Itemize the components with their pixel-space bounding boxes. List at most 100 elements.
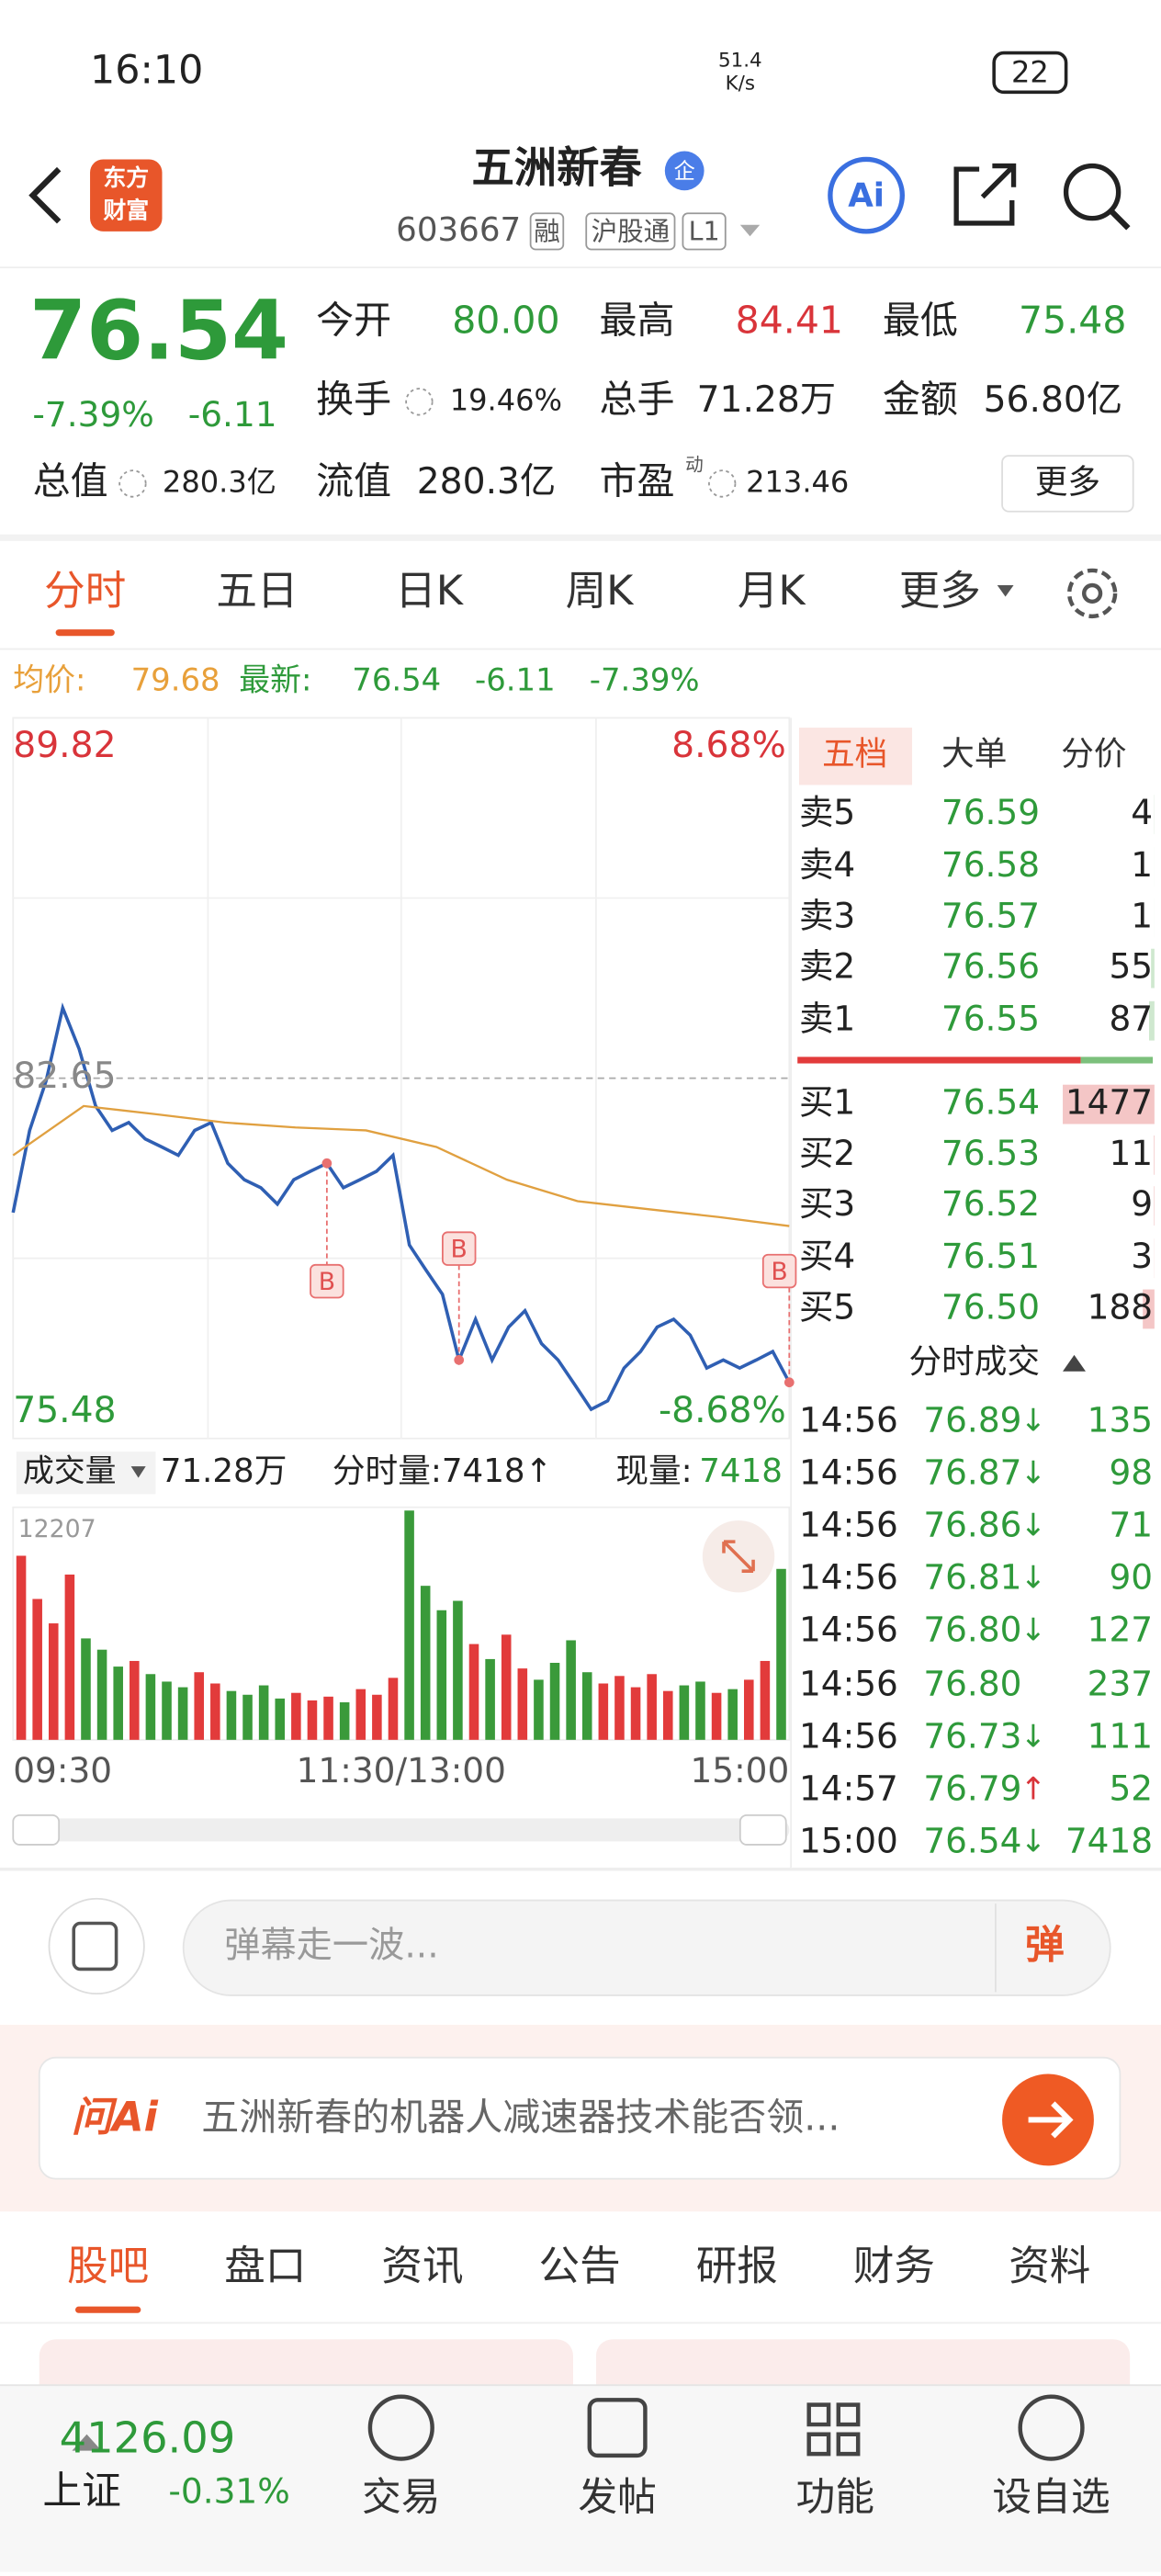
book-price: 76.50 bbox=[941, 1286, 1040, 1327]
volume-bar bbox=[404, 1510, 414, 1740]
marker-label: B bbox=[319, 1268, 335, 1296]
volume-bar bbox=[242, 1695, 253, 1740]
latest-change-pct: -7.39% bbox=[590, 662, 700, 698]
bottom-action[interactable]: 交易 bbox=[362, 2475, 441, 2521]
trade-direction: ↑ bbox=[1020, 1771, 1046, 1807]
trade-time: 14:56 bbox=[799, 1716, 898, 1757]
index-value: 4126.09 bbox=[60, 2412, 236, 2462]
trade-direction: ↓ bbox=[1020, 1402, 1046, 1438]
book-price: 76.52 bbox=[941, 1183, 1040, 1224]
book-volume: 1477 bbox=[1065, 1082, 1153, 1123]
tab[interactable]: 周K bbox=[566, 567, 636, 615]
volume-bar bbox=[421, 1586, 431, 1740]
avg-label: 均价: bbox=[13, 662, 85, 698]
volume-bar bbox=[566, 1640, 576, 1739]
trade-volume: 111 bbox=[1088, 1716, 1153, 1757]
book-label: 卖4 bbox=[799, 844, 855, 885]
stat-value: 56.80亿 bbox=[984, 379, 1123, 421]
volume-selector-label[interactable]: 成交量 bbox=[23, 1453, 117, 1489]
book-label: 卖3 bbox=[799, 895, 855, 935]
volume-bar bbox=[614, 1676, 625, 1740]
x-tick-label: 09:30 bbox=[13, 1750, 112, 1791]
stat-value: 19.46% bbox=[450, 382, 562, 417]
volume-bar bbox=[550, 1663, 560, 1740]
book-price: 76.58 bbox=[941, 844, 1040, 885]
book-label: 买5 bbox=[799, 1286, 855, 1327]
pe-mark: 动 bbox=[685, 454, 704, 475]
book-tab[interactable]: 五档 bbox=[822, 735, 887, 773]
volume-bar bbox=[146, 1674, 156, 1740]
trade-direction: ↓ bbox=[1020, 1508, 1046, 1543]
volume-bar bbox=[776, 1569, 786, 1740]
volume-bar bbox=[469, 1644, 479, 1740]
book-volume: 4 bbox=[1131, 792, 1153, 832]
section-tab[interactable]: 资讯 bbox=[381, 2243, 463, 2290]
book-volume: 1 bbox=[1131, 844, 1153, 885]
trade-time: 14:57 bbox=[799, 1768, 898, 1809]
x-tick-label: 15:00 bbox=[690, 1750, 789, 1791]
book-label: 买2 bbox=[799, 1133, 855, 1173]
volume-bar bbox=[32, 1599, 42, 1739]
scroll-handle[interactable] bbox=[740, 1815, 786, 1845]
stat-value: 71.28万 bbox=[697, 379, 837, 421]
danmu-toggle[interactable] bbox=[49, 1899, 143, 1994]
avg-value: 79.68 bbox=[131, 662, 220, 698]
stat-label: 今开 bbox=[316, 299, 391, 343]
volume-bar bbox=[534, 1679, 544, 1739]
section-tab[interactable]: 盘口 bbox=[224, 2243, 306, 2290]
divider bbox=[0, 1868, 1161, 1871]
volume-bar bbox=[340, 1702, 350, 1740]
divider bbox=[0, 535, 1161, 541]
section-tab[interactable]: 资料 bbox=[1009, 2243, 1090, 2290]
volume-bar bbox=[113, 1666, 123, 1740]
bottom-action[interactable]: 设自选 bbox=[992, 2475, 1110, 2521]
volume-bar bbox=[680, 1686, 690, 1740]
section-tab[interactable]: 公告 bbox=[539, 2243, 621, 2290]
scrollbar[interactable] bbox=[13, 1818, 789, 1841]
section-tab[interactable]: 财务 bbox=[853, 2243, 935, 2290]
danmu-send[interactable]: 弹 bbox=[1025, 1923, 1065, 1969]
depth-bar bbox=[1154, 1186, 1155, 1226]
trade-time: 14:56 bbox=[799, 1452, 898, 1493]
danmu-placeholder[interactable]: 弹幕走一波... bbox=[224, 1926, 439, 1967]
volume-bar bbox=[130, 1661, 140, 1740]
marker-dot bbox=[784, 1377, 795, 1387]
volume-bar bbox=[502, 1634, 512, 1740]
book-volume: 188 bbox=[1088, 1286, 1153, 1327]
section-tab[interactable]: 股吧 bbox=[67, 2243, 149, 2290]
marker-label: B bbox=[451, 1235, 468, 1263]
price: 76.54 bbox=[29, 283, 288, 378]
tag: 融 bbox=[534, 217, 560, 247]
change: -6.11 bbox=[188, 394, 277, 435]
tab[interactable]: 分时 bbox=[44, 567, 126, 615]
pct-min-label: -8.68% bbox=[659, 1390, 786, 1431]
bottom-action[interactable]: 发帖 bbox=[578, 2475, 657, 2521]
tab[interactable]: 更多 bbox=[899, 567, 981, 615]
trade-volume: 127 bbox=[1088, 1610, 1153, 1650]
stat-label: 市盈 bbox=[600, 458, 675, 503]
ask-ai-question[interactable]: 五洲新春的机器人减速器技术能否领... bbox=[201, 2095, 840, 2139]
ai-label[interactable]: Ai bbox=[848, 176, 885, 214]
volume-bar bbox=[727, 1689, 738, 1740]
trade-direction: ↓ bbox=[1020, 1560, 1046, 1596]
volume-bar bbox=[49, 1623, 59, 1740]
more-button-label[interactable]: 更多 bbox=[1035, 463, 1100, 501]
volume-bar bbox=[695, 1681, 705, 1739]
book-price: 76.51 bbox=[941, 1236, 1040, 1276]
book-tab[interactable]: 分价 bbox=[1061, 735, 1126, 773]
book-volume: 3 bbox=[1131, 1236, 1153, 1276]
volume-bar bbox=[453, 1601, 463, 1740]
volume-bar bbox=[437, 1610, 447, 1740]
scroll-handle[interactable] bbox=[13, 1815, 59, 1845]
trade-price: 76.80 bbox=[923, 1610, 1021, 1650]
bottom-action[interactable]: 功能 bbox=[795, 2475, 874, 2521]
tab[interactable]: 五日 bbox=[216, 567, 298, 615]
tab[interactable]: 月K bbox=[738, 567, 807, 615]
current-volume-label: 现量: bbox=[615, 1452, 692, 1490]
tab[interactable]: 日K bbox=[395, 567, 465, 615]
section-tab[interactable]: 研报 bbox=[696, 2243, 778, 2290]
book-tab[interactable]: 大单 bbox=[941, 735, 1007, 773]
trade-price: 76.73 bbox=[923, 1716, 1021, 1757]
book-label: 买3 bbox=[799, 1183, 855, 1224]
status-time: 16:10 bbox=[90, 47, 203, 93]
